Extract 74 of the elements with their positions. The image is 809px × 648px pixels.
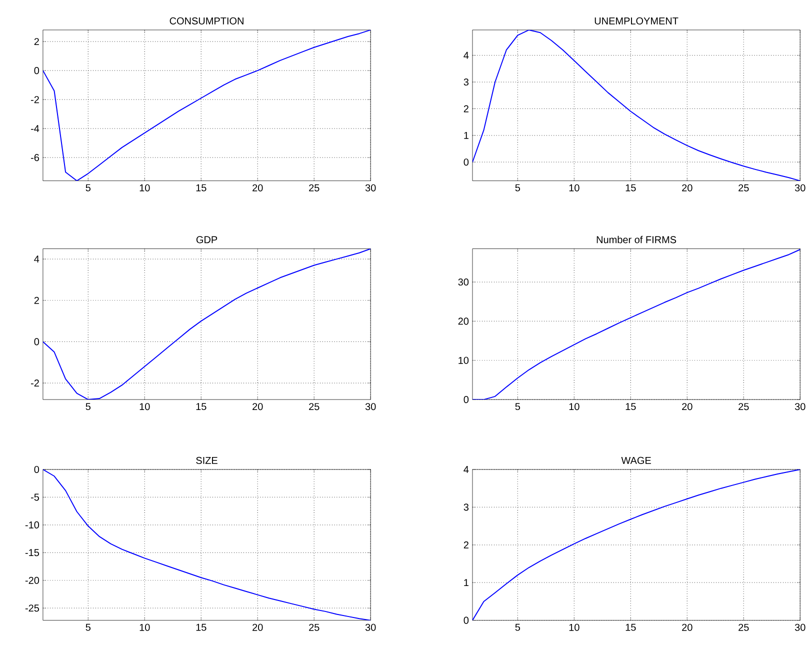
x-tick-label: 15 [196, 624, 206, 631]
x-tick-label: 10 [140, 624, 150, 631]
x-tick-label: 10 [140, 184, 150, 192]
chart-title: GDP [196, 236, 218, 244]
y-tick-label: 0 [34, 338, 40, 346]
y-tick-label: -25 [25, 604, 40, 612]
x-tick-label: 10 [569, 184, 580, 192]
x-tick-label: 15 [196, 402, 206, 410]
x-tick-label: 15 [626, 624, 636, 631]
y-tick-label: 0 [34, 466, 40, 473]
y-tick-label: 10 [458, 356, 469, 364]
y-tick-label: 0 [464, 396, 469, 403]
x-tick-label: 10 [569, 402, 580, 410]
x-tick-label: 15 [196, 184, 206, 192]
y-tick-label: 0 [34, 66, 40, 74]
y-tick-label: -5 [30, 494, 40, 501]
x-tick-label: 30 [794, 402, 806, 410]
line-series [472, 30, 800, 181]
y-tick-label: 2 [34, 38, 39, 45]
x-tick-label: 25 [309, 402, 320, 410]
x-tick-label: 5 [86, 184, 91, 192]
y-tick-label: 0 [464, 616, 469, 624]
y-tick-label: 3 [464, 504, 469, 511]
y-tick-label: 30 [458, 278, 469, 286]
x-tick-label: 30 [365, 624, 376, 631]
x-tick-label: 30 [794, 184, 806, 192]
x-tick-label: 20 [252, 402, 263, 410]
x-tick-label: 5 [515, 624, 520, 631]
line-series [42, 30, 371, 181]
x-tick-label: 25 [738, 624, 749, 631]
x-tick-label: 20 [252, 184, 263, 192]
y-tick-label: -4 [30, 125, 40, 132]
y-tick-label: 2 [464, 105, 468, 112]
y-tick-label: 4 [464, 52, 469, 59]
chart-title: CONSUMPTION [170, 17, 244, 24]
x-tick-label: 5 [86, 624, 91, 631]
y-tick-label: -2 [30, 96, 39, 103]
y-tick-label: 1 [464, 579, 468, 586]
x-tick-label: 5 [515, 402, 520, 410]
chart-title: SIZE [196, 456, 218, 464]
x-tick-label: 30 [365, 402, 376, 410]
x-tick-label: 20 [252, 624, 263, 631]
x-tick-label: 5 [515, 184, 520, 192]
y-tick-label: 2 [464, 541, 468, 548]
y-tick-label: -6 [30, 154, 39, 161]
x-tick-label: 15 [626, 402, 636, 410]
x-tick-label: 20 [682, 402, 692, 410]
x-tick-label: 15 [626, 184, 636, 192]
y-tick-label: -10 [25, 521, 40, 528]
x-tick-label: 20 [682, 184, 692, 192]
x-tick-label: 30 [365, 184, 376, 192]
x-tick-label: 5 [86, 402, 91, 410]
x-tick-label: 20 [682, 624, 692, 631]
y-tick-label: 4 [464, 466, 469, 473]
x-tick-label: 30 [794, 624, 806, 631]
y-tick-label: -20 [25, 576, 40, 584]
chart-title: Number of FIRMS [596, 236, 676, 244]
chart-title: UNEMPLOYMENT [594, 17, 678, 24]
x-tick-label: 25 [309, 624, 320, 631]
y-tick-label: -15 [25, 549, 40, 556]
x-tick-label: 25 [738, 402, 749, 410]
line-series [42, 469, 371, 620]
y-tick-label: -2 [30, 379, 39, 386]
y-tick-label: 4 [34, 255, 40, 262]
y-tick-label: 2 [34, 296, 39, 304]
x-tick-label: 10 [140, 402, 150, 410]
x-tick-label: 10 [569, 624, 580, 631]
chart-title: WAGE [621, 456, 651, 464]
y-tick-label: 20 [458, 318, 469, 325]
x-tick-label: 25 [309, 184, 320, 192]
y-tick-label: 3 [464, 78, 469, 86]
y-tick-label: 0 [464, 158, 469, 166]
y-tick-label: 1 [464, 132, 468, 139]
x-tick-label: 25 [738, 184, 749, 192]
